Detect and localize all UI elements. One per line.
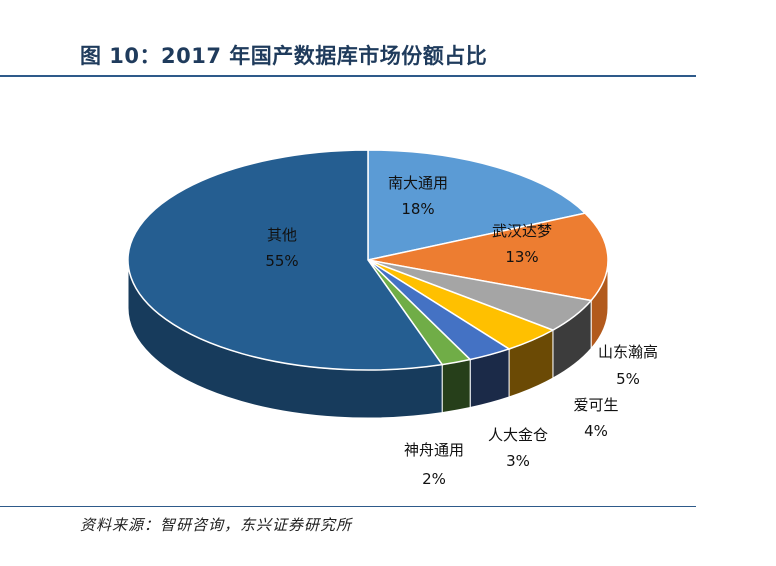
slice-6-label: 其他 [267, 226, 297, 244]
slice-3-value-label: 4% [584, 422, 608, 440]
slice-6-value-label: 55% [265, 252, 298, 270]
slice-0-value-label: 18% [401, 200, 434, 218]
slice-2-label: 山东瀚高 [598, 343, 658, 361]
source-note: 资料来源：智研咨询，东兴证券研究所 [80, 516, 353, 534]
pie-sides [127, 259, 609, 419]
pie-slices [127, 149, 609, 371]
slice-4-label: 人大金仓 [488, 426, 548, 444]
pie-labels: 南大通用 18% 武汉达梦 13% 山东瀚高 5% 爱可生 4% 人大金仓 3% 神舟通用 2% 其他 5… [265, 174, 658, 488]
title-divider [0, 75, 696, 77]
slice-5-value-label: 2% [422, 470, 446, 488]
footer-divider [0, 506, 696, 507]
slice-0-label: 南大通用 [388, 174, 448, 192]
slice-2-value-label: 5% [616, 370, 640, 388]
slice-1-value-label: 13% [505, 248, 538, 266]
slice-5-label: 神舟通用 [404, 441, 464, 459]
slice-0-top [367, 149, 587, 261]
page-title: 图 10：2017 年国产数据库市场份额占比 [80, 44, 488, 68]
slice-3-label: 爱可生 [573, 396, 618, 414]
slice-1-top [367, 212, 609, 302]
slice-6-top [127, 149, 444, 371]
slice-4-value-label: 3% [506, 452, 530, 470]
slice-1-label: 武汉达梦 [492, 222, 552, 240]
slice-5-side [441, 358, 471, 414]
